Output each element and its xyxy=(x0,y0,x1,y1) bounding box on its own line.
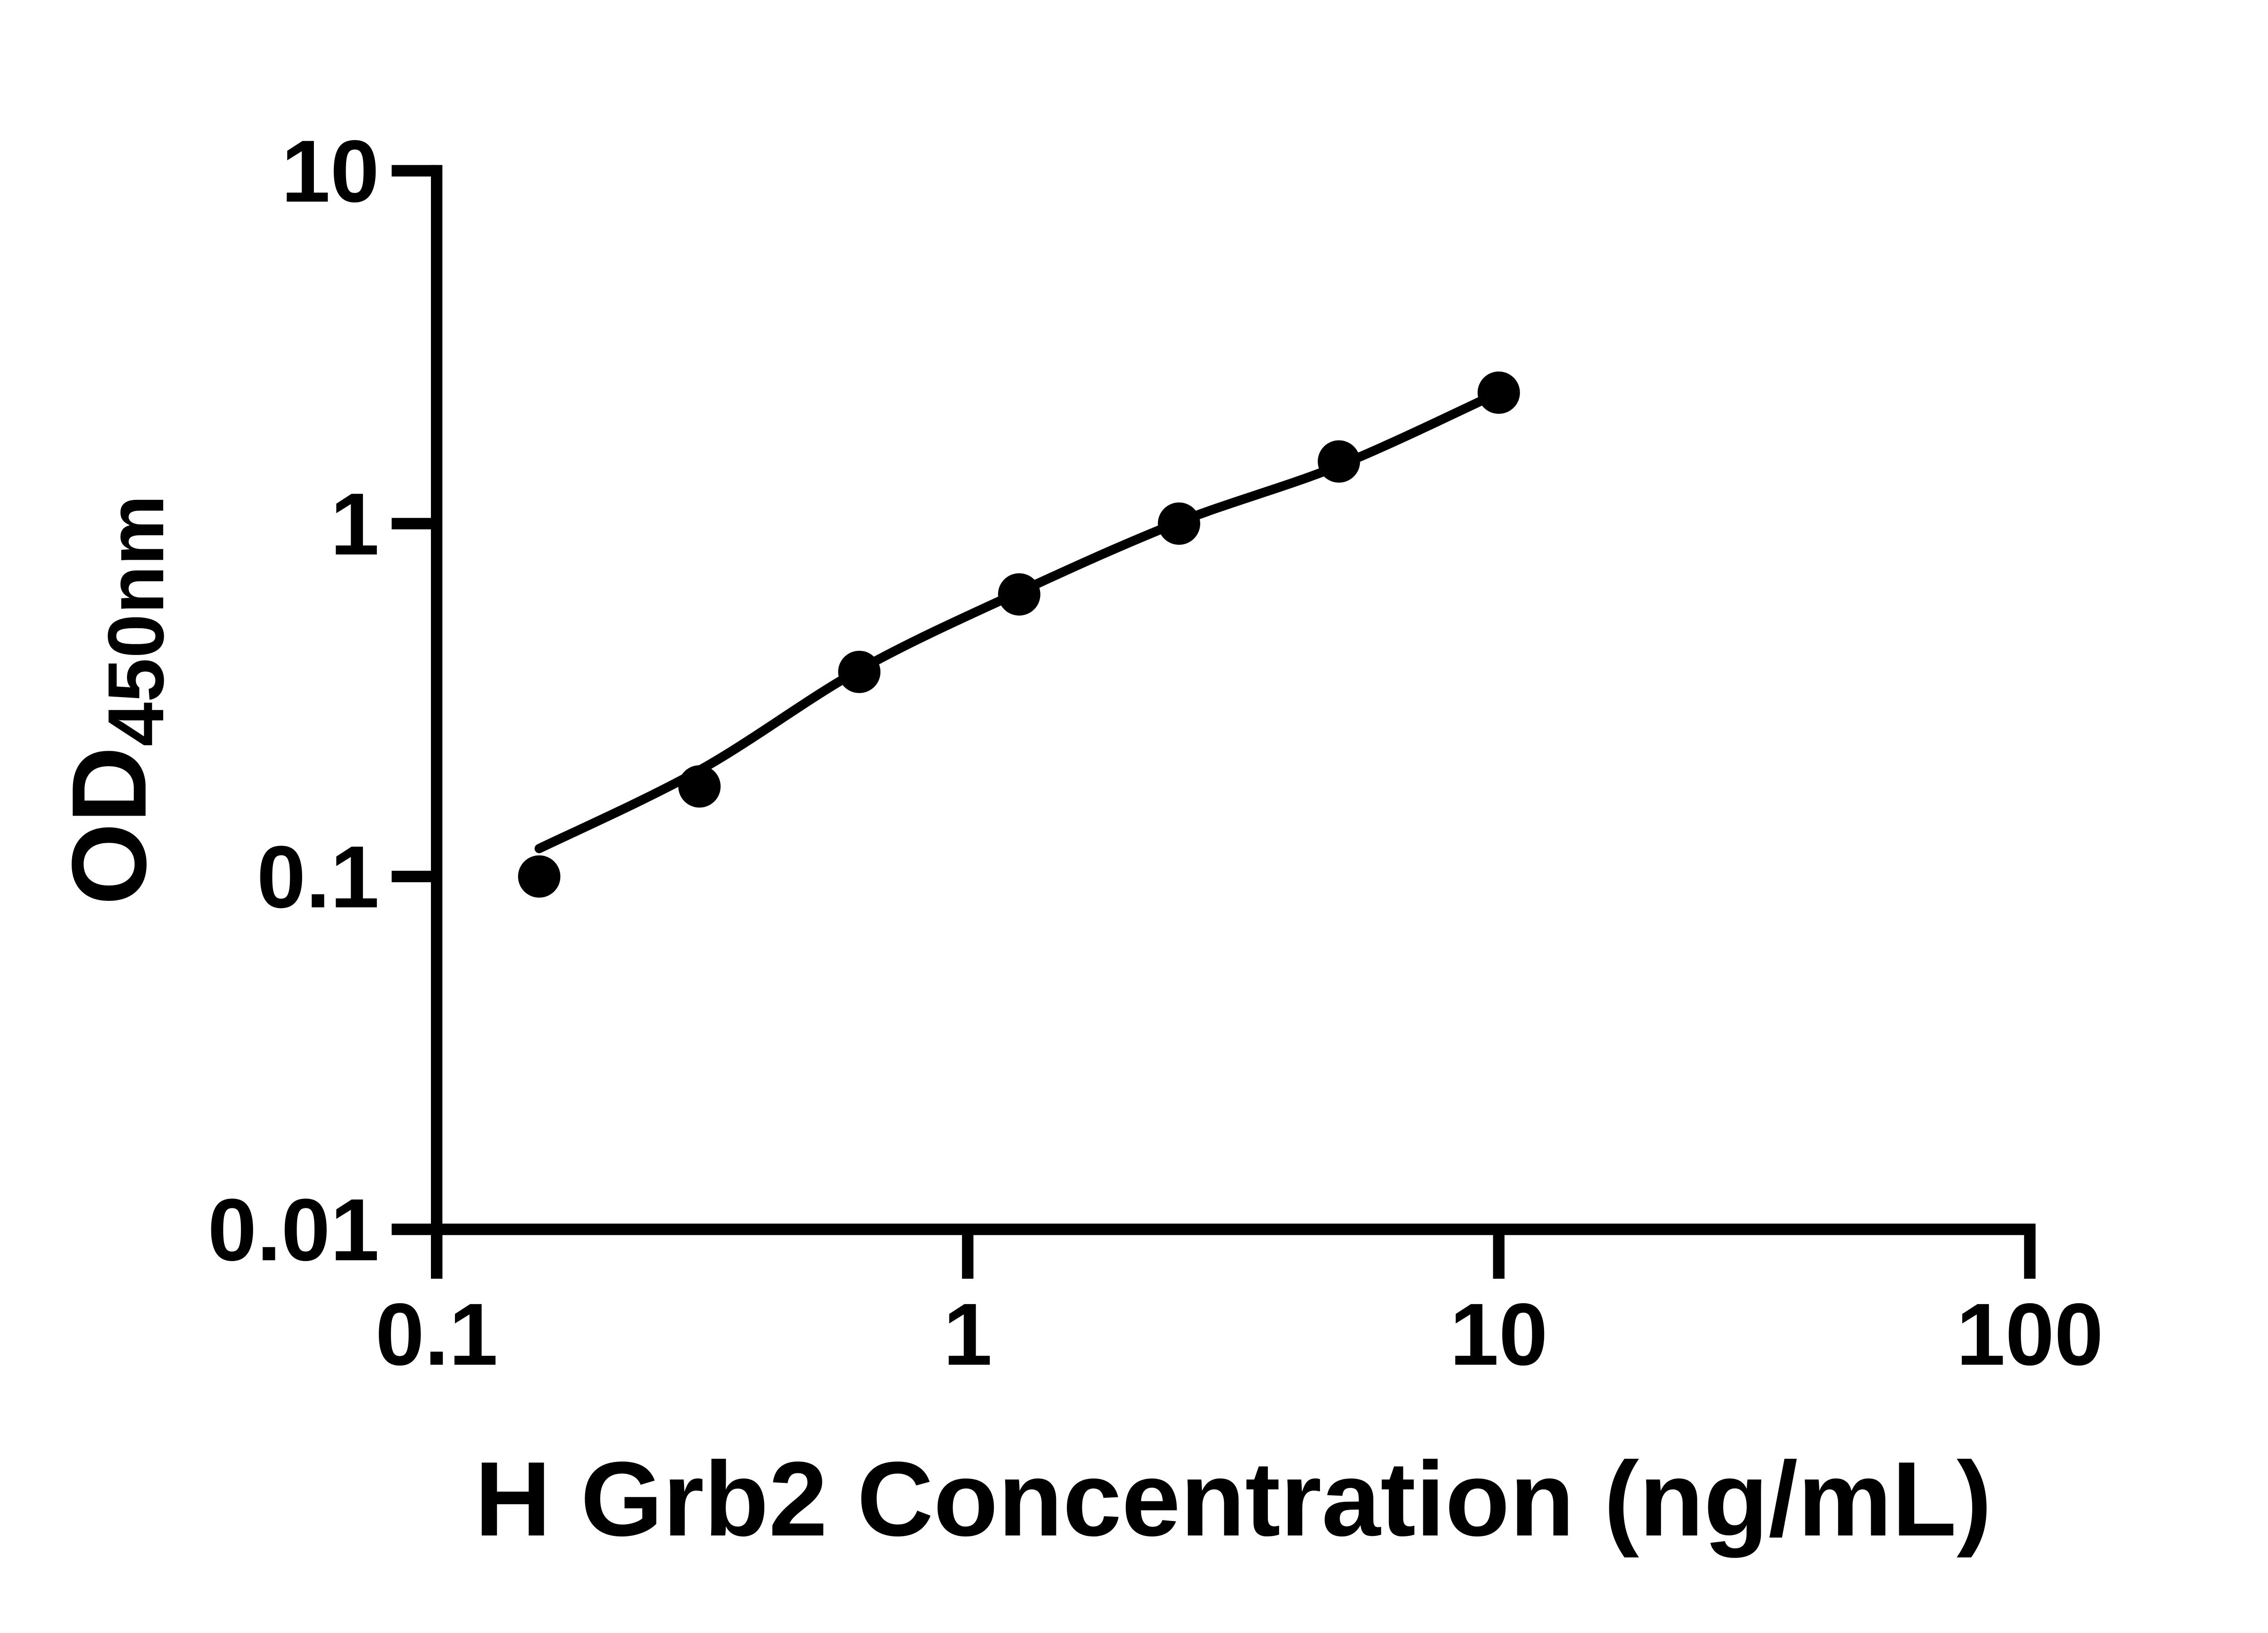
data-point xyxy=(998,573,1041,616)
x-axis-title: H Grb2 Concentration (ng/mL) xyxy=(474,1440,1992,1558)
y-tick-label: 10 xyxy=(281,122,379,220)
data-point xyxy=(1318,440,1360,483)
x-tick-label: 100 xyxy=(1956,1286,2103,1384)
y-tick-label: 0.1 xyxy=(257,828,379,926)
data-point xyxy=(838,650,881,693)
y-tick-label: 1 xyxy=(330,475,379,573)
data-point xyxy=(678,765,721,808)
y-axis-title-main: OD xyxy=(50,747,168,905)
data-point xyxy=(518,855,561,898)
y-tick-label: 0.01 xyxy=(208,1181,380,1279)
point-layer xyxy=(518,371,1520,898)
x-tick-label: 10 xyxy=(1450,1286,1548,1384)
x-tick-label: 1 xyxy=(943,1286,992,1384)
y-axis-title-subscript: 450nm xyxy=(92,495,181,747)
x-tick-label: 0.1 xyxy=(375,1286,498,1384)
y-axis-title: OD450nm xyxy=(50,495,181,905)
data-point xyxy=(1158,502,1200,545)
tick-layer xyxy=(391,165,2036,1279)
data-point xyxy=(1477,371,1520,414)
axes-layer xyxy=(431,165,2036,1279)
